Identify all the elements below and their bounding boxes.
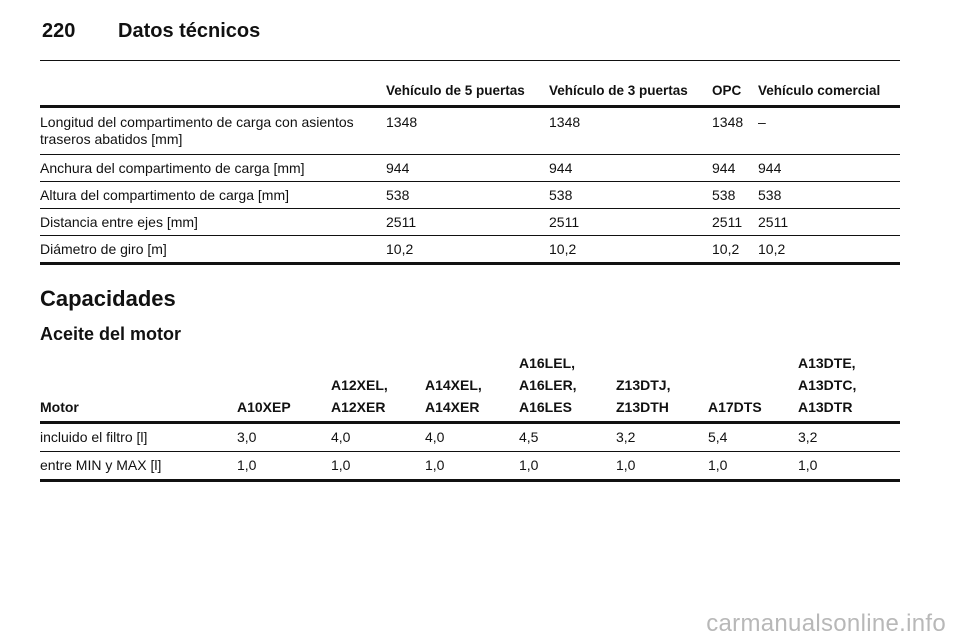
oil-col-engine: A16LEL, A16LER, A16LES [519, 352, 616, 423]
cell-value: 10,2 [386, 241, 414, 257]
cell-value: 1348 [712, 114, 744, 130]
cell-value: 3,2 [616, 429, 636, 445]
cell-value: 5,4 [708, 429, 728, 445]
engine-oil-table: Motor A10XEP A12XEL, A12XER A14XEL, A14X… [40, 352, 900, 482]
row-label: Anchura del compartimento de carga [mm] [40, 160, 305, 176]
header-line: A16LER, [519, 377, 577, 393]
cell-value: 944 [549, 160, 573, 176]
cell-value: 4,5 [519, 429, 539, 445]
header-line: A17DTS [708, 399, 762, 415]
dimensions-col-3-door: Vehículo de 3 puertas [549, 83, 688, 98]
header-line: A14XEL, [425, 377, 482, 393]
cell-value: 10,2 [549, 241, 577, 257]
header-line: A14XER [425, 399, 480, 415]
row-label: incluido el filtro [l] [40, 429, 148, 445]
cell-value: 538 [712, 187, 736, 203]
oil-header-row: Motor A10XEP A12XEL, A12XER A14XEL, A14X… [40, 352, 900, 423]
page-number: 220 [42, 20, 76, 42]
cell-value: 1,0 [519, 457, 539, 473]
cell-value: – [758, 114, 766, 130]
cell-value: 944 [386, 160, 410, 176]
row-label: Longitud del compartimento de carga con … [40, 114, 354, 147]
cell-value: 1,0 [331, 457, 351, 473]
oil-col-engine: A14XEL, A14XER [425, 352, 519, 423]
cell-value: 10,2 [758, 241, 786, 257]
cell-value: 538 [549, 187, 573, 203]
table-row: Diámetro de giro [m] 10,2 10,2 10,2 10,2 [40, 236, 900, 264]
cell-value: 3,0 [237, 429, 257, 445]
header-line: Motor [40, 399, 79, 415]
header-line: A13DTR [798, 399, 853, 415]
cell-value: 944 [712, 160, 736, 176]
header-line: A12XER [331, 399, 386, 415]
cell-value: 1,0 [616, 457, 636, 473]
cell-value: 538 [386, 187, 410, 203]
table-row: Distancia entre ejes [mm] 2511 2511 2511… [40, 209, 900, 236]
cell-value: 1348 [549, 114, 581, 130]
dimensions-col-label [40, 80, 386, 107]
watermark: carmanualsonline.info [706, 610, 946, 637]
oil-col-engine: A17DTS [708, 352, 798, 423]
table-row: Anchura del compartimento de carga [mm] … [40, 155, 900, 182]
dimensions-col-opc: OPC [712, 83, 742, 98]
cell-value: 4,0 [331, 429, 351, 445]
header-line: A13DTE, [798, 355, 856, 371]
cell-value: 1,0 [798, 457, 818, 473]
header-line: Z13DTH [616, 399, 669, 415]
section-heading-capacities: Capacidades [40, 286, 176, 311]
page-header: 220 Datos técnicos [42, 20, 260, 43]
header-line: A16LEL, [519, 355, 576, 371]
cell-value: 2511 [712, 214, 743, 230]
dimensions-header-row: Vehículo de 5 puertas Vehículo de 3 puer… [40, 80, 900, 107]
header-line: A16LES [519, 399, 572, 415]
table-row: entre MIN y MAX [l] 1,0 1,0 1,0 1,0 1,0 … [40, 452, 900, 481]
dimensions-table: Vehículo de 5 puertas Vehículo de 3 puer… [40, 80, 900, 265]
table-row: Longitud del compartimento de carga con … [40, 107, 900, 155]
cell-value: 1,0 [425, 457, 445, 473]
header-divider [40, 60, 900, 61]
cell-value: 1,0 [237, 457, 257, 473]
section-subheading-engine-oil: Aceite del motor [40, 324, 182, 344]
oil-col-engine: A12XEL, A12XER [331, 352, 425, 423]
oil-col-motor: Motor [40, 352, 237, 423]
cell-value: 4,0 [425, 429, 445, 445]
table-row: Altura del compartimento de carga [mm] 5… [40, 182, 900, 209]
dimensions-col-commercial: Vehículo comercial [758, 83, 881, 98]
cell-value: 10,2 [712, 241, 740, 257]
table-row: incluido el filtro [l] 3,0 4,0 4,0 4,5 3… [40, 423, 900, 452]
header-line: A13DTC, [798, 377, 857, 393]
header-line: Z13DTJ, [616, 377, 671, 393]
page-title: Datos técnicos [118, 20, 261, 42]
oil-col-engine: A10XEP [237, 352, 331, 423]
cell-value: 538 [758, 187, 782, 203]
cell-value: 944 [758, 160, 782, 176]
header-line: A10XEP [237, 399, 291, 415]
cell-value: 1,0 [708, 457, 728, 473]
row-label: entre MIN y MAX [l] [40, 457, 162, 473]
oil-col-engine: A13DTE, A13DTC, A13DTR [798, 352, 900, 423]
cell-value: 1348 [386, 114, 418, 130]
row-label: Diámetro de giro [m] [40, 241, 167, 257]
row-label: Distancia entre ejes [mm] [40, 214, 198, 230]
oil-col-engine: Z13DTJ, Z13DTH [616, 352, 708, 423]
dimensions-col-5-door: Vehículo de 5 puertas [386, 83, 525, 98]
cell-value: 3,2 [798, 429, 818, 445]
cell-value: 2511 [386, 214, 417, 230]
cell-value: 2511 [758, 214, 789, 230]
cell-value: 2511 [549, 214, 580, 230]
header-line: A12XEL, [331, 377, 388, 393]
row-label: Altura del compartimento de carga [mm] [40, 187, 289, 203]
